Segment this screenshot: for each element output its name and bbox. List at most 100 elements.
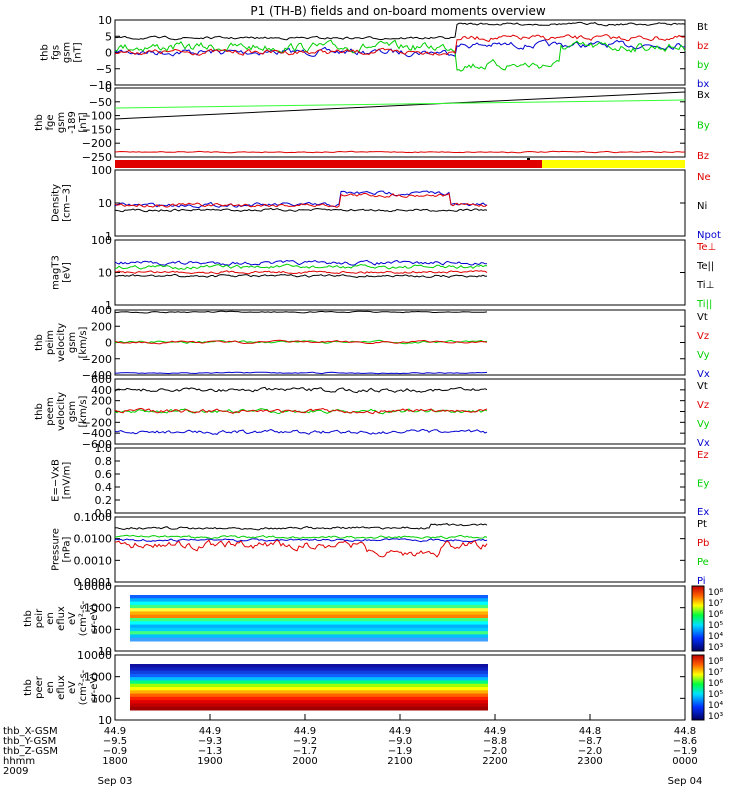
y-tick-label: 200 (91, 320, 112, 333)
panel-p4: 100 10 1 magT3 [eV] Te⊥ Te|| Ti⊥ Ti|| (51, 234, 717, 312)
spectrogram-band (130, 680, 488, 685)
spectrogram-band (130, 673, 488, 678)
colorbar-label: 10⁴ (708, 701, 723, 711)
colorbar-label: 10⁷ (708, 668, 723, 678)
series-pi (114, 538, 488, 543)
panel-frame (114, 169, 686, 237)
series-te-par (115, 273, 488, 279)
y-axis-title: magT3 (51, 255, 62, 290)
x-tick-label: 1900 (197, 756, 222, 767)
spectrogram-band (130, 690, 488, 695)
legend-entry: Vy (697, 419, 710, 430)
series-bt (114, 21, 686, 41)
y-axis-title: gsm (67, 332, 78, 353)
panel-p3: 100 10 1 Density [cm−3] Ne Ni Npot (51, 164, 721, 243)
y-tick-label: −5 (96, 63, 112, 76)
colorbar-label: 10⁷ (708, 599, 723, 609)
y-tick-label: 0.0001 (74, 576, 113, 589)
spectrogram-band (130, 637, 488, 642)
y-tick-label: −150 (82, 123, 112, 136)
x-tick-label: −9.3 (198, 736, 222, 747)
legend-entry: Pi (697, 576, 706, 587)
y-axis-title: E=−VxB (51, 459, 62, 502)
y-axis-title: -189 (67, 111, 78, 134)
series-vz (114, 407, 488, 415)
colorbar-label: 10³ (708, 712, 723, 722)
y-axis-title: [km/s] (78, 395, 89, 427)
x-tick-label: 2100 (387, 756, 412, 767)
x-tick-label: 1800 (102, 756, 127, 767)
x-tick-label: −9.0 (388, 736, 412, 747)
spectrogram-band (130, 667, 488, 672)
legend-entry: Te⊥ (696, 242, 716, 253)
y-tick-label: 0 (105, 82, 112, 95)
x-tick-label: −0.9 (103, 746, 127, 757)
y-tick-label: 0.6 (95, 468, 113, 481)
y-tick-label: 1.0 (95, 442, 113, 455)
spectrogram-band (130, 631, 488, 635)
spectrogram-band (130, 618, 488, 622)
legend-entry: Bx (697, 90, 710, 101)
y-tick-label: −100 (82, 110, 112, 123)
panel-frame (114, 87, 686, 158)
y-tick-label: −50 (89, 96, 112, 109)
y-tick-label: 0 (105, 406, 112, 419)
panel-p1: 10 5 0 −5 −10 thb fgs gsm [nT] Bt bz by bx (40, 14, 710, 92)
y-tick-label: 100 (91, 692, 112, 705)
panel-p10: 10000 1000 100 10 thb peer en eflux eV (cm²-s-sr-… (23, 649, 723, 727)
y-axis-title: peim (45, 330, 56, 355)
spectrogram-band (130, 687, 488, 691)
y-tick-label: 400 (91, 384, 112, 397)
y-axis-title: Pressure (51, 528, 62, 571)
panel-frame (114, 447, 686, 514)
spectrogram-band (130, 683, 488, 688)
colorbar-label: 10⁴ (708, 632, 723, 642)
y-axis-title: en (45, 612, 56, 625)
y-tick-label: 0 (105, 337, 112, 350)
legend-entry: Ti|| (696, 299, 712, 310)
x-tick-label: −9.2 (293, 736, 317, 747)
spectrogram-band (130, 611, 488, 616)
spectrogram-band (130, 670, 488, 675)
panel-frame (114, 585, 686, 652)
y-axis-title: sr-eV) (89, 604, 100, 633)
legend-entry: bz (697, 41, 709, 52)
legend-entry: Npot (697, 230, 721, 241)
series-ni (114, 207, 488, 213)
y-tick-label: 10 (98, 197, 112, 210)
y-tick-label: 100 (91, 234, 112, 247)
x-tick-label: 2300 (577, 756, 602, 767)
y-axis-title: [km/s] (78, 326, 89, 358)
series-by (114, 39, 686, 72)
x-tick-label: Sep 03 (98, 776, 133, 787)
panel-mode (115, 158, 685, 168)
spectrogram-band (130, 621, 488, 626)
x-tick-label: 44.9 (294, 726, 316, 737)
panel-frame (114, 516, 686, 583)
series-bz (114, 150, 686, 154)
y-axis-title: [mV/m] (62, 462, 73, 500)
x-tick-label: −8.7 (578, 736, 602, 747)
series-by (114, 99, 686, 109)
y-tick-label: 10000 (77, 649, 112, 662)
legend-entry: Vx (697, 438, 710, 449)
x-tick-label: −2.0 (483, 746, 507, 757)
spectrogram-band (130, 601, 488, 606)
y-tick-label: −200 (82, 353, 112, 366)
x-tick-label: 44.8 (579, 726, 601, 737)
spectrogram-band (130, 677, 488, 681)
y-tick-label: 1 (105, 299, 112, 312)
panel-p5: 400 200 0 −200 −400 thb peim velocity gsm [km/s] V… (34, 304, 710, 382)
x-tick-label: −8.6 (673, 736, 697, 747)
y-tick-label: 100 (91, 164, 112, 177)
x-tick-label: −1.7 (293, 746, 317, 757)
panel-p9: 10000 1000 100 10 thb peir en eflux eV (cm²-s-sr-… (23, 580, 723, 658)
y-tick-label: 10 (98, 645, 112, 658)
panel-p8: 0.1000 0.0100 0.0010 0.0001 Pressure [nPa] Pt P… (51, 511, 710, 589)
legend-entry: Ne (697, 172, 711, 183)
y-tick-label: −400 (82, 369, 112, 382)
y-axis-title: peem (45, 397, 56, 425)
x-tick-label: −1.9 (388, 746, 412, 757)
